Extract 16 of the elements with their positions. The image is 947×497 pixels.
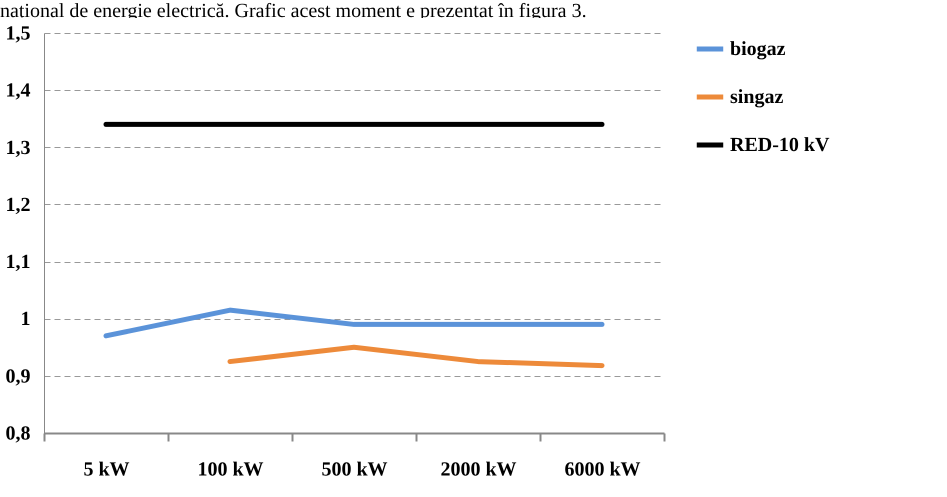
x-tick-label: 5 kW: [83, 458, 130, 480]
x-tick-label: 6000 kW: [564, 458, 641, 480]
y-tick-label: 1,4: [6, 80, 30, 102]
y-tick-label: 1,1: [6, 251, 30, 274]
legend-label: singaz: [730, 86, 784, 108]
legend-label: RED-10 kV: [730, 134, 830, 156]
y-tick-label: 1,3: [6, 136, 30, 159]
y-tick-label: 1: [20, 308, 30, 330]
y-tick-label: 1,5: [6, 22, 30, 44]
y-tick-label: 0,8: [6, 422, 30, 444]
x-tick-label: 500 kW: [321, 458, 388, 480]
legend-label: biogaz: [730, 38, 786, 60]
y-tick-label: 1,2: [6, 194, 30, 216]
x-tick-label: 2000 kW: [440, 458, 517, 480]
x-tick-label: 100 kW: [197, 458, 264, 480]
y-tick-label: 0,9: [6, 365, 30, 388]
